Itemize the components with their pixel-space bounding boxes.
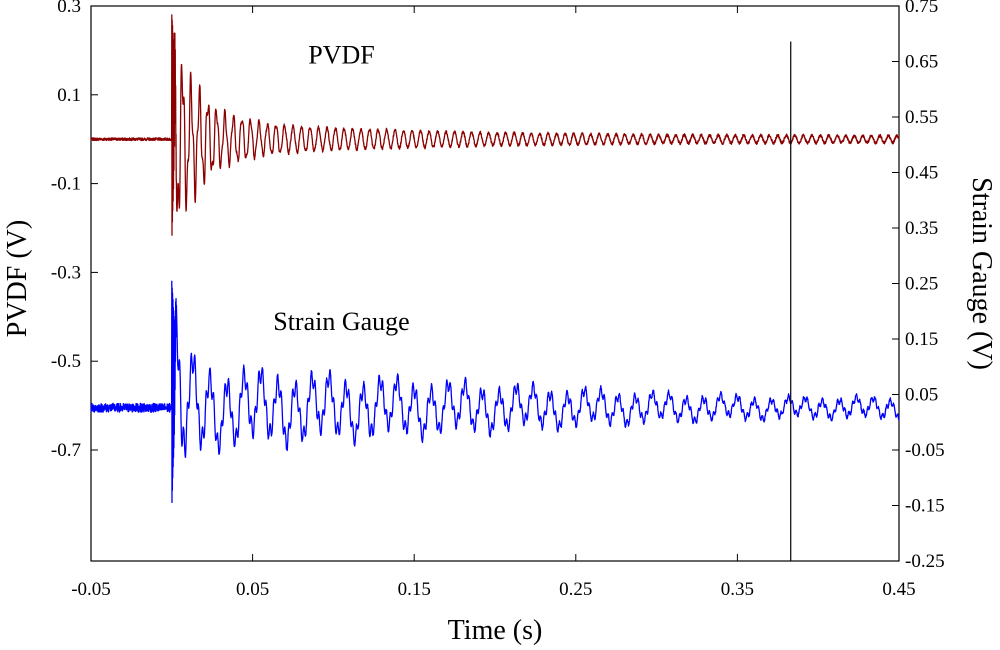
y-right-tick-label: 0.45 — [905, 163, 938, 184]
x-tick-label: 0.15 — [398, 579, 431, 600]
y-right-tick-label: -0.15 — [905, 496, 945, 517]
y-left-tick-label: 0.3 — [57, 0, 81, 17]
y-right-tick-label: 0.05 — [905, 385, 938, 406]
y-right-tick-label: 0.55 — [905, 107, 938, 128]
y-left-tick-label: -0.5 — [51, 351, 81, 372]
plot-frame — [90, 5, 900, 562]
y-right-tick-label: -0.25 — [905, 551, 945, 572]
y-right-tick-label: 0.15 — [905, 329, 938, 350]
x-tick-label: 0.05 — [236, 579, 269, 600]
y-left-tick-label: 0.1 — [57, 85, 81, 106]
series-line-strain-gauge — [90, 280, 900, 504]
x-tick-label: 0.35 — [721, 579, 754, 600]
annotation-strain-gauge: Strain Gauge — [273, 307, 409, 336]
y-axis-left-title: PVDF (V) — [2, 220, 33, 337]
y-right-tick-label: 0.65 — [905, 52, 938, 73]
y-right-tick-label: 0.35 — [905, 218, 938, 239]
x-tick-label: 0.25 — [559, 579, 592, 600]
annotation-pvdf: PVDF — [308, 41, 374, 70]
y-right-tick-label: 0.25 — [905, 274, 938, 295]
y-right-tick-label: -0.05 — [905, 440, 945, 461]
y-left-tick-label: -0.3 — [51, 262, 81, 283]
y-axis-right-title: Strain Gauge (V) — [966, 177, 997, 370]
x-axis-title: Time (s) — [448, 615, 543, 645]
series-line-pvdf — [90, 14, 900, 236]
y-left-tick-label: -0.7 — [51, 440, 81, 461]
x-tick-label: -0.05 — [71, 579, 111, 600]
y-right-tick-label: 0.75 — [905, 0, 938, 17]
y-left-tick-label: -0.1 — [51, 174, 81, 195]
x-tick-label: 0.45 — [882, 579, 915, 600]
